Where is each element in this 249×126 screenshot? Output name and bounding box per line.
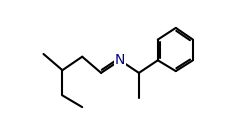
Text: N: N — [115, 53, 125, 67]
